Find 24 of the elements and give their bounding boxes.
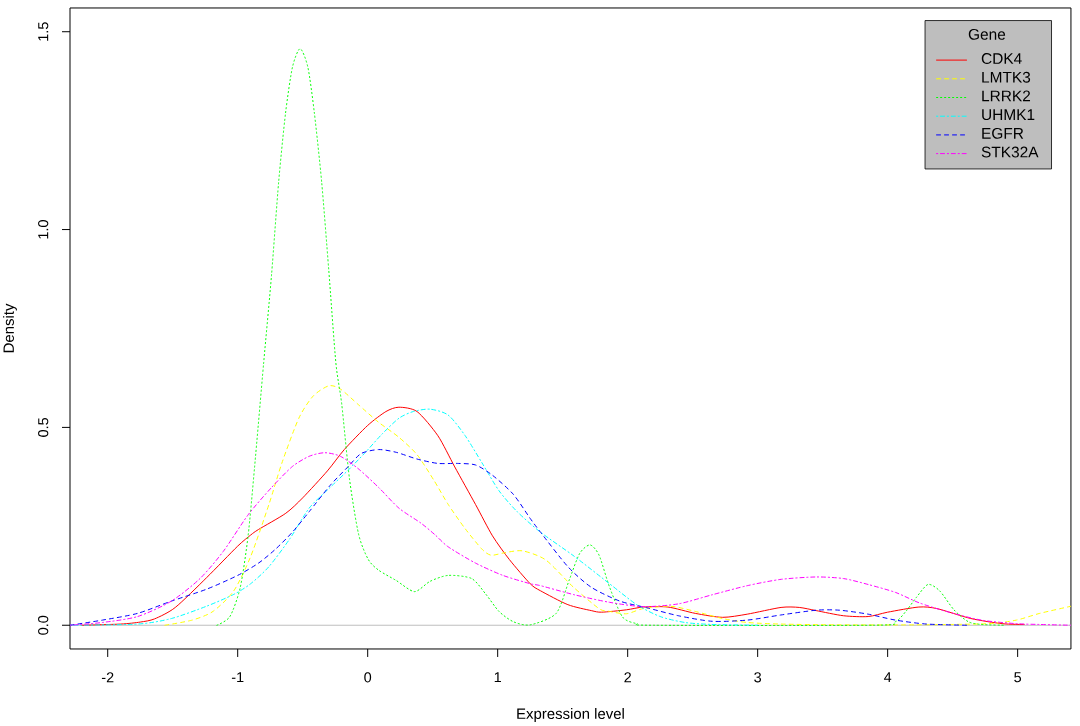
line-series (164, 385, 1071, 626)
x-tick-label: 3 (754, 672, 762, 683)
x-tick-label: 4 (883, 672, 892, 683)
x-tick-label: -1 (231, 672, 244, 683)
legend-label: CDK4 (981, 53, 1022, 65)
line-series (81, 406, 1025, 626)
y-tick-label: 0.0 (38, 615, 49, 635)
x-tick-label: 1 (494, 672, 501, 683)
y-axis-title: Density (2, 303, 17, 353)
x-tick-label: 0 (364, 672, 372, 683)
legend-label: UHMK1 (982, 109, 1035, 121)
legend-label: LRRK2 (982, 90, 1031, 102)
y-tick-label: 1.0 (38, 220, 49, 239)
y-tick-label: 1.5 (38, 22, 49, 41)
x-tick-label: -2 (101, 672, 114, 683)
line-series (70, 408, 759, 626)
x-tick-label: 5 (1014, 672, 1022, 683)
y-tick-label: 0.5 (38, 417, 49, 437)
legend-title: Gene (968, 28, 1006, 40)
legend-label: STK32A (981, 146, 1039, 158)
x-axis-title: Expression level (517, 708, 624, 722)
legend-label: EGFR (982, 127, 1024, 139)
legend-label: LMTK3 (982, 71, 1031, 83)
x-tick-label: 2 (624, 672, 631, 683)
